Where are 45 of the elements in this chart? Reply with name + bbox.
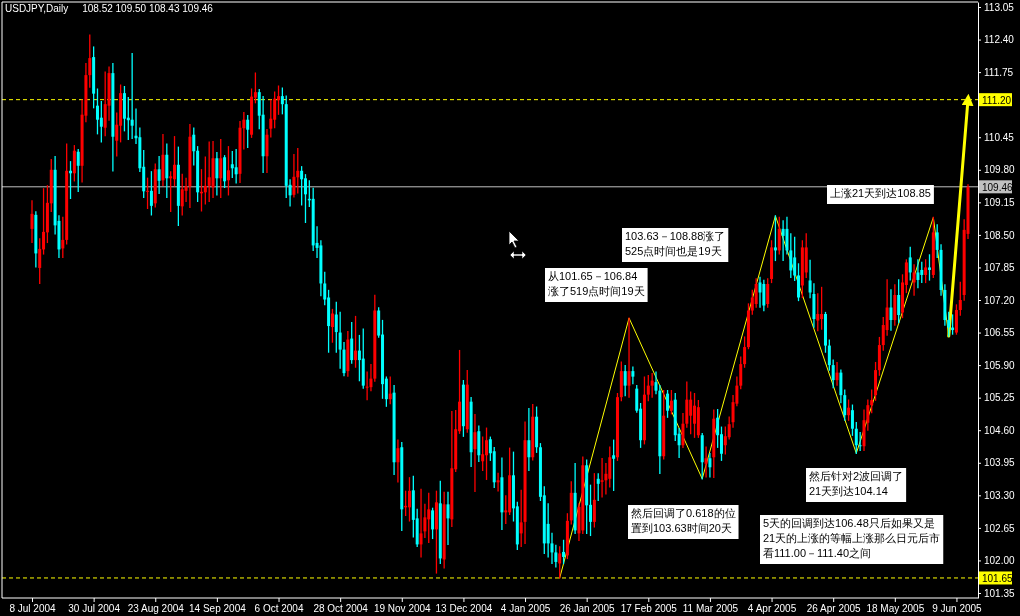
y-tick-label: 113.05 [984, 1, 1015, 13]
y-tick-label: 106.55 [984, 327, 1016, 339]
y-tick-label: 102.65 [984, 522, 1016, 534]
annotation: 然后回调了0.618的位置到103.63时间20天 [631, 507, 736, 534]
x-tick-label: 26 Jan 2005 [559, 603, 616, 615]
x-tick-label: 23 Aug 2004 [127, 603, 185, 615]
y-tick-label: 111.75 [984, 66, 1014, 78]
y-tick-label: 105.90 [984, 359, 1016, 371]
y-tick-label: 104.60 [984, 424, 1016, 436]
x-tick-label: 4 Apr 2005 [747, 603, 797, 615]
y-tick-label: 109.15 [984, 197, 1016, 209]
annotation: 然后针对2波回调了21天到达104.14 [809, 470, 904, 497]
y-tick-label: 103.95 [984, 457, 1016, 469]
y-tick-label: 107.20 [984, 294, 1016, 306]
x-tick-label: 6 Oct 2004 [254, 603, 304, 615]
annotation: 从101.65－106.84涨了519点时间19天 [548, 270, 645, 297]
ref-line-label: 109.46 [982, 181, 1014, 193]
chart-subtitle: 108.52 109.50 108.43 109.46 [82, 3, 214, 14]
y-tick-label: 109.80 [984, 164, 1016, 176]
annotation: 上涨21天到达108.85 [830, 187, 931, 199]
y-tick-label: 105.25 [984, 392, 1016, 404]
y-tick-label: 107.85 [984, 262, 1016, 274]
x-tick-label: 13 Dec 2004 [435, 603, 493, 615]
x-tick-label: 11 Mar 2005 [682, 603, 739, 615]
x-tick-label: 17 Feb 2005 [620, 603, 678, 615]
y-tick-label: 110.45 [984, 131, 1015, 143]
x-tick-label: 8 Jul 2004 [9, 603, 57, 615]
chart-title: USDJPY,Daily [5, 3, 69, 14]
ref-line-label: 111.20 [982, 94, 1012, 106]
x-tick-label: 18 May 2005 [866, 603, 925, 615]
x-tick-label: 28 Oct 2004 [313, 603, 369, 615]
y-tick-label: 102.00 [984, 555, 1016, 567]
y-tick-label: 101.35 [984, 587, 1016, 599]
ref-line-label: 101.65 [982, 572, 1014, 584]
x-tick-label: 30 Jul 2004 [68, 603, 121, 615]
x-tick-label: 9 Jun 2005 [932, 603, 983, 615]
y-tick-label: 112.40 [984, 34, 1015, 46]
y-tick-label: 103.30 [984, 490, 1016, 502]
x-tick-label: 26 Apr 2005 [806, 603, 862, 615]
annotation: 5天的回调到达106.48只后如果又是21天的上涨的等幅上涨那么日元后市看111.00－111.40之间 [763, 517, 941, 559]
y-tick-label: 108.50 [984, 229, 1016, 241]
annotation: 103.63－108.88涨了525点时间也是19天 [625, 230, 726, 257]
x-tick-label: 19 Nov 2004 [373, 603, 432, 615]
x-tick-label: 4 Jan 2005 [500, 603, 551, 615]
x-tick-label: 14 Sep 2004 [189, 603, 247, 615]
